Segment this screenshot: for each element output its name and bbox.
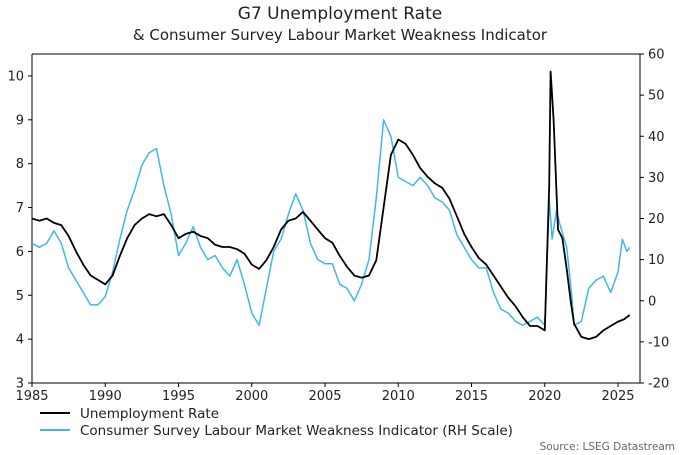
x-tick-label: 2015	[455, 389, 488, 404]
source-note: Source: LSEG Datastream	[540, 441, 675, 453]
y-right-tick-label: 50	[648, 89, 665, 104]
x-tick-label: 2010	[382, 389, 415, 404]
series-line-unemployment-rate	[31, 70, 631, 340]
x-tick-label: 1995	[162, 389, 195, 404]
y-right-tick-label: 10	[648, 253, 665, 268]
y-left-tick-label: 10	[7, 69, 24, 84]
series-line-labour-weakness	[31, 119, 631, 327]
y-right-tick-label: 0	[648, 294, 656, 309]
y-left-tick-label: 8	[16, 157, 24, 172]
y-axis-right: -20 -10 0 10 20 30 40 50 60	[640, 48, 669, 392]
legend-label-unemployment: Unemployment Rate	[80, 406, 219, 422]
y-left-tick-label: 7	[16, 201, 24, 216]
chart-subtitle: & Consumer Survey Labour Market Weakness…	[133, 26, 548, 44]
x-tick-label: 2020	[528, 389, 561, 404]
y-right-tick-label: 30	[648, 171, 665, 186]
legend: Unemployment Rate Consumer Survey Labour…	[40, 406, 513, 439]
y-axis-left: 3 4 5 6 7 8 9 10	[7, 69, 32, 392]
series-layer	[31, 70, 631, 340]
y-right-tick-label: 60	[648, 48, 665, 63]
x-axis: 1985 1990 1995 2000 2005 2010 2015 2020 2025	[15, 383, 635, 404]
legend-label-weakness: Consumer Survey Labour Market Weakness I…	[80, 423, 513, 439]
y-right-tick-label: -10	[648, 335, 669, 350]
x-tick-label: 1985	[15, 389, 48, 404]
y-left-tick-label: 6	[16, 245, 24, 260]
y-left-tick-label: 9	[16, 113, 24, 128]
y-right-tick-label: -20	[648, 377, 669, 392]
plot-area	[31, 53, 641, 384]
x-tick-label: 2025	[601, 389, 634, 404]
y-right-tick-label: 40	[648, 130, 665, 145]
chart-title: G7 Unemployment Rate	[238, 4, 442, 24]
y-left-tick-label: 3	[16, 377, 24, 392]
x-tick-label: 2000	[235, 389, 268, 404]
y-left-tick-label: 4	[16, 333, 24, 348]
y-right-tick-label: 20	[648, 212, 665, 227]
x-tick-label: 2005	[308, 389, 341, 404]
y-left-tick-label: 5	[16, 289, 24, 304]
x-tick-label: 1990	[89, 389, 122, 404]
